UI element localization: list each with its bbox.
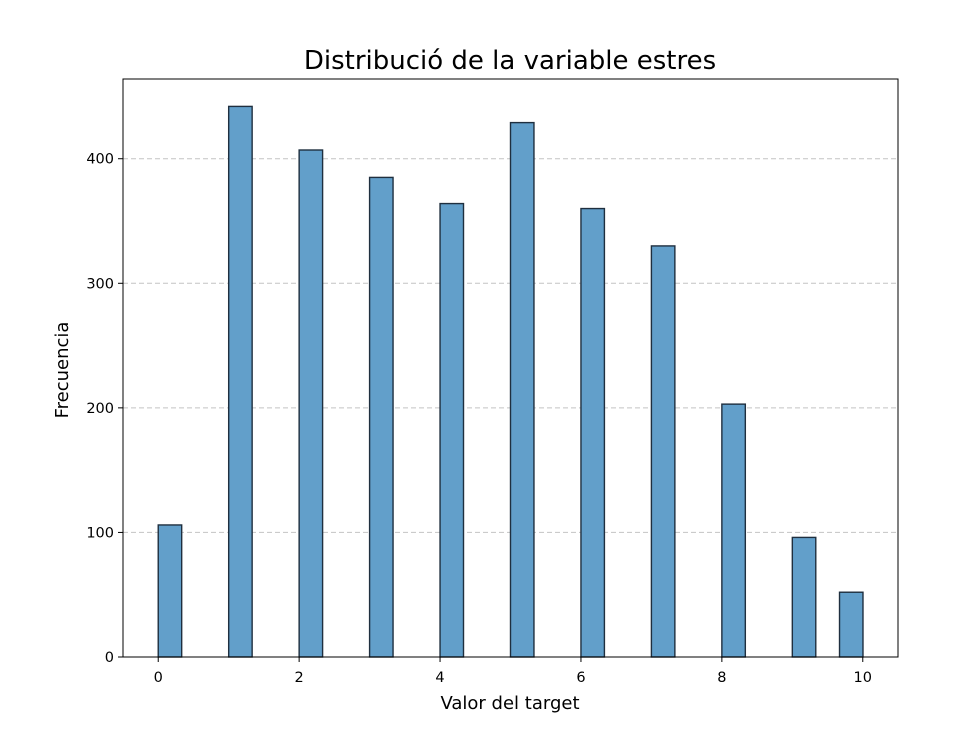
x-tick-label: 0 [154,670,163,686]
histogram-bar [650,245,676,658]
histogram-bar [298,149,324,658]
x-tick-label: 2 [295,670,304,686]
histogram-bar [838,591,864,658]
histogram-bar [791,536,817,658]
y-tick-label: 400 [86,152,114,168]
histogram-bar [157,524,183,658]
chart-title: Distribució de la variable estres [304,46,716,76]
histogram-bar [721,403,747,658]
y-tick-label: 100 [86,525,114,541]
histogram-bar [509,121,535,658]
y-tick-label: 300 [86,276,114,292]
x-axis-label: Valor del target [440,693,579,714]
plot-frame [122,78,899,658]
x-tick-label: 6 [576,670,585,686]
x-tick-label: 8 [717,670,726,686]
x-tick-label: 4 [435,670,444,686]
x-tick-label: 10 [854,670,872,686]
histogram-bar [580,207,606,658]
histogram-bar [439,202,465,658]
x-axis-ticks: 0 2 4 6 8 10 [154,657,872,686]
y-tick-label: 0 [105,650,114,666]
y-axis-ticks: 0 100 200 300 400 [86,152,123,666]
y-axis-label: Frecuencia [52,322,73,419]
y-tick-label: 200 [86,401,114,417]
histogram-bar [368,176,394,658]
histogram-bar [227,105,253,658]
bars [157,105,864,658]
